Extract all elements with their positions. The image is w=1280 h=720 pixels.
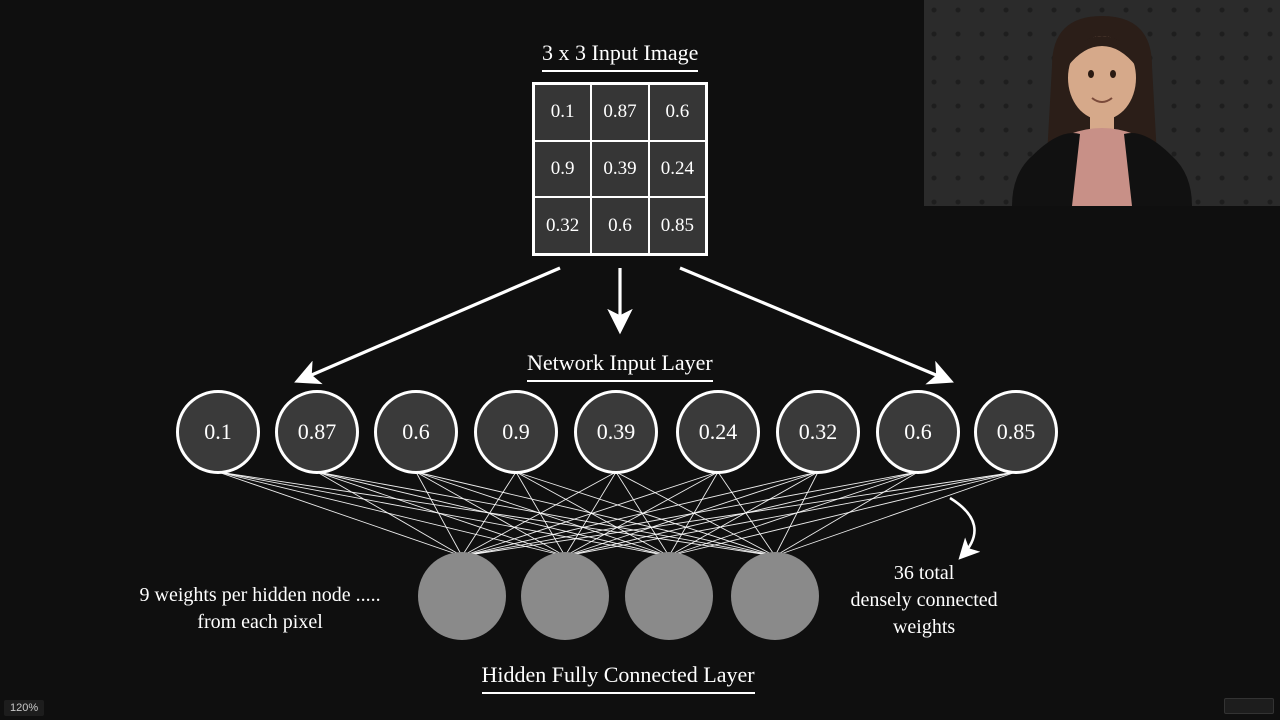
presenter-silhouette (972, 6, 1232, 206)
annotation-arrow (950, 498, 975, 556)
hidden-node (731, 552, 819, 640)
input-node: 0.32 (776, 390, 860, 474)
input-node: 0.9 (474, 390, 558, 474)
grid-cell: 0.6 (591, 197, 648, 254)
dense-connections (218, 472, 1016, 556)
hidden-node (418, 552, 506, 640)
title-underline (482, 692, 755, 694)
title-input-image: 3 x 3 Input Image (542, 40, 698, 72)
annotation-left-line2: from each pixel (197, 611, 323, 633)
presenter-webcam (924, 0, 1280, 206)
annotation-left-line1: 9 weights per hidden node ..... (140, 584, 381, 606)
input-node: 0.6 (876, 390, 960, 474)
title-hidden-layer: Hidden Fully Connected Layer (482, 662, 755, 694)
input-node: 0.39 (574, 390, 658, 474)
hidden-node (625, 552, 713, 640)
hidden-node (521, 552, 609, 640)
input-node: 0.24 (676, 390, 760, 474)
diagram-stage: 3 x 3 Input Image 0.10.870.60.90.390.240… (0, 0, 1280, 720)
title-input-layer-text: Network Input Layer (527, 350, 713, 375)
grid-cell: 0.24 (649, 141, 706, 198)
annotation-left: 9 weights per hidden node ..... from eac… (140, 582, 381, 636)
grid-cell: 0.32 (534, 197, 591, 254)
input-node: 0.6 (374, 390, 458, 474)
grid-cell: 0.39 (591, 141, 648, 198)
input-node: 0.1 (176, 390, 260, 474)
title-input-image-text: 3 x 3 Input Image (542, 40, 698, 65)
input-node: 0.87 (275, 390, 359, 474)
annotation-right-line1: 36 total (894, 562, 955, 584)
grid-cell: 0.1 (534, 84, 591, 141)
annotation-right-line2: densely connected (851, 589, 998, 611)
grid-cell: 0.9 (534, 141, 591, 198)
grid-cell: 0.85 (649, 197, 706, 254)
title-input-layer: Network Input Layer (527, 350, 713, 382)
annotation-right-line3: weights (893, 616, 955, 638)
grid-cell: 0.6 (649, 84, 706, 141)
zoom-indicator[interactable]: 120% (4, 700, 44, 716)
present-button[interactable] (1224, 698, 1274, 714)
input-node: 0.85 (974, 390, 1058, 474)
title-hidden-layer-text: Hidden Fully Connected Layer (482, 662, 755, 687)
title-underline (527, 380, 713, 382)
input-image-grid: 0.10.870.60.90.390.240.320.60.85 (532, 82, 708, 256)
grid-cell: 0.87 (591, 84, 648, 141)
title-underline (542, 70, 698, 72)
annotation-right: 36 total densely connected weights (851, 560, 998, 641)
